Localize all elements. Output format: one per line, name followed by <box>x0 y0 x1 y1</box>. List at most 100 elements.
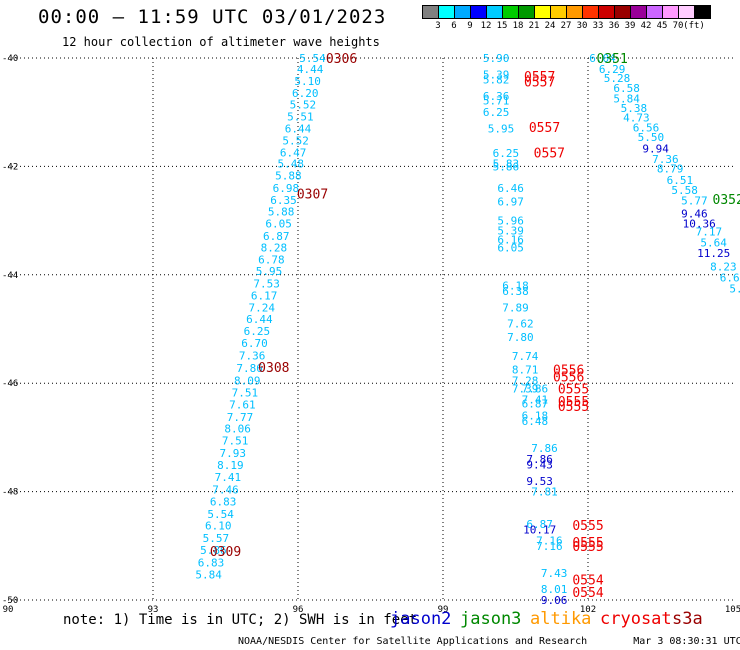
scale-label: 45 <box>656 21 668 31</box>
swh-value: 5.70 <box>729 282 740 295</box>
swh-value: 6.04 <box>589 52 616 65</box>
swh-value: 6.78 <box>258 254 285 267</box>
lat-tick-label: -46 <box>2 379 18 389</box>
swh-value: 6.25 <box>493 147 520 160</box>
note-text: note: 1) Time is in UTC; 2) SWH is in fe… <box>63 612 418 628</box>
swh-value: 6.51 <box>667 174 694 187</box>
lat-tick-label: -48 <box>2 488 18 498</box>
swh-value: 7.16 <box>536 534 563 547</box>
swh-value: 8.71 <box>512 364 539 377</box>
legend-item-s3a: s3a <box>672 609 703 629</box>
scale-swatch <box>646 5 663 19</box>
swh-value: 5.58 <box>671 184 698 197</box>
swh-value: 5.64 <box>700 236 727 249</box>
swh-value: 5.52 <box>290 99 317 112</box>
swh-value: 8.06 <box>224 423 251 436</box>
swh-value: 6.18 <box>522 410 549 423</box>
scale-label: 3 <box>435 21 441 31</box>
scale-swatch <box>582 5 599 19</box>
timestamp-text: Mar 3 08:30:31 UTC 2023 <box>633 636 740 647</box>
pass-number-label: 0554 <box>572 573 603 588</box>
swh-value: 6.83 <box>210 495 237 508</box>
swh-value: 6.46 <box>497 182 524 195</box>
pass-number-label: 0555 <box>558 400 589 415</box>
pass-number-label: 0308 <box>258 361 289 376</box>
swh-value: 9.06 <box>541 594 568 607</box>
swh-value: 5.54 <box>207 508 234 521</box>
swh-value: 7.86 <box>526 453 553 466</box>
legend-item-cryosat: cryosat <box>600 609 672 629</box>
legend-item-altika: altika <box>530 609 592 629</box>
swh-value: 5.39 <box>483 68 510 81</box>
swh-value: 7.36 <box>652 153 679 166</box>
footer: NOAA/NESDIS Center for Satellite Applica… <box>238 636 740 647</box>
swh-value: 5.50 <box>638 131 665 144</box>
scale-label: 39 <box>624 21 636 31</box>
swh-value: 7.43 <box>541 567 568 580</box>
scale-swatch <box>566 5 583 19</box>
scale-swatch <box>550 5 567 19</box>
swh-value: 6.16 <box>497 234 524 247</box>
swh-value: 7.41 <box>522 393 549 406</box>
lat-tick-label: -44 <box>2 271 18 281</box>
swh-value: 6.58 <box>613 82 640 95</box>
swh-value: 9.43 <box>526 459 553 472</box>
swh-value: 5.71 <box>483 94 510 107</box>
pass-number-label: 0555 <box>572 519 603 534</box>
swh-value: 6.38 <box>502 285 529 298</box>
swh-value: 5.48 <box>278 158 305 171</box>
swh-value: 6.62 <box>720 272 740 285</box>
swh-value: 7.89 <box>502 301 529 314</box>
swh-value: 7.53 <box>253 277 280 290</box>
scale-label: 27 <box>560 21 572 31</box>
pass-number-label: 0554 <box>572 586 603 601</box>
scale-swatch <box>486 5 503 19</box>
swh-value: 7.36 <box>239 350 266 363</box>
lat-tick-label: -50 <box>2 596 18 606</box>
pass-number-label: 0555 <box>558 395 589 410</box>
scale-label: 30 <box>576 21 588 31</box>
scale-label: 33 <box>592 21 604 31</box>
swh-value: 7.80 <box>507 331 534 344</box>
swh-value: 6.98 <box>273 182 300 195</box>
swh-value: 5.83 <box>493 158 520 171</box>
pass-number-label: 0557 <box>529 121 560 136</box>
swh-value: 7.62 <box>507 318 534 331</box>
swh-value: 6.20 <box>292 87 319 100</box>
swh-value: 5.28 <box>604 72 631 85</box>
swh-value: 5.95 <box>256 265 283 278</box>
swh-value: 7.41 <box>215 471 242 484</box>
swh-value: 6.25 <box>244 325 271 338</box>
swh-value: 6.87 <box>526 518 553 531</box>
swh-value: 4.44 <box>297 63 324 76</box>
scale-label: 12 <box>480 21 492 31</box>
swh-value: 8.28 <box>261 242 288 255</box>
scale-swatch <box>518 5 535 19</box>
swh-value: 10.36 <box>683 217 716 230</box>
swh-value: 5.51 <box>287 111 314 124</box>
swh-value: 5.84 <box>613 93 640 106</box>
credit-text: NOAA/NESDIS Center for Satellite Applica… <box>238 636 588 647</box>
swh-value: 8.79 <box>657 163 684 176</box>
swh-value: 7.28 <box>512 374 539 387</box>
scale-swatch <box>598 5 615 19</box>
swh-value: 9.53 <box>526 475 553 488</box>
swh-value: 5.54 <box>299 52 326 65</box>
scale-swatch <box>694 5 711 19</box>
swh-value: 5.90 <box>483 52 510 65</box>
pass-number-label: 0555 <box>572 536 603 551</box>
scale-label: 15 <box>496 21 508 31</box>
swh-value: 5.57 <box>203 532 230 545</box>
swh-value: 7.86 <box>531 442 558 455</box>
swh-value: 4.73 <box>623 112 650 125</box>
pass-labels: 0306030703080309055705570557055705560556… <box>210 52 740 601</box>
swh-value: 6.48 <box>522 415 549 428</box>
scale-label: 42 <box>640 21 652 31</box>
scale-swatch <box>534 5 551 19</box>
pass-number-label: 0555 <box>572 540 603 555</box>
swh-value: 7.16 <box>536 540 563 553</box>
wave-height-color-scale <box>422 5 711 19</box>
swh-value: 5.95 <box>488 122 515 135</box>
